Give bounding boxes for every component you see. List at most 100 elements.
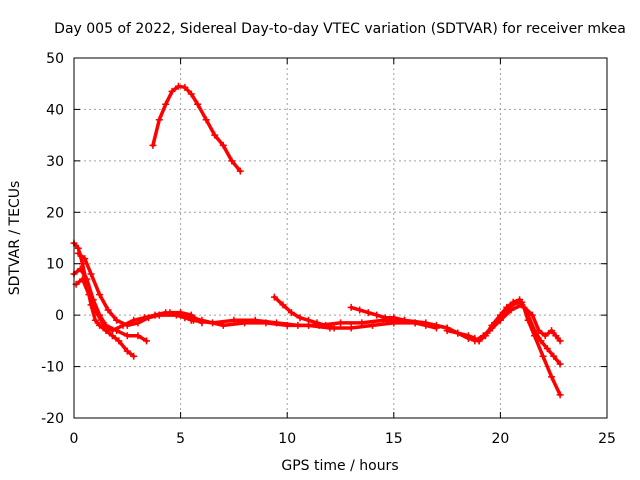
data-point: [390, 314, 398, 322]
data-point: [104, 306, 112, 314]
data-point: [305, 316, 313, 324]
data-point: [556, 391, 564, 399]
x-tick-label: 15: [385, 431, 403, 447]
series-line-arc-5: [151, 84, 243, 173]
data-point: [79, 260, 87, 268]
data-point: [422, 321, 430, 329]
data-point: [539, 352, 547, 360]
y-tick-label: -20: [41, 411, 64, 427]
data-point: [202, 116, 210, 124]
data-point: [228, 157, 236, 165]
data-point: [251, 316, 259, 324]
data-point: [294, 321, 302, 329]
data-point: [230, 316, 238, 324]
data-point: [134, 319, 142, 327]
data-point: [74, 249, 82, 257]
data-point: [541, 332, 549, 340]
data-point: [91, 306, 99, 314]
grid: [74, 58, 607, 418]
x-axis-label: GPS time / hours: [281, 458, 398, 474]
data-point: [486, 327, 494, 335]
data-point: [149, 141, 157, 149]
data-point: [364, 309, 372, 317]
data-point: [537, 337, 545, 345]
data-point: [211, 131, 219, 139]
data-point: [96, 291, 104, 299]
data-point: [296, 314, 304, 322]
data-point: [270, 293, 278, 301]
data-point: [162, 100, 170, 108]
data-point: [155, 311, 163, 319]
data-point: [142, 337, 150, 345]
data-point: [134, 332, 142, 340]
data-point: [479, 332, 487, 340]
data-point: [518, 301, 526, 309]
data-point: [548, 373, 556, 381]
x-tick-label: 5: [176, 431, 185, 447]
series-line-arc-9: [349, 305, 439, 330]
plot-frame: [73, 57, 608, 419]
data-point: [330, 324, 338, 332]
data-point: [543, 345, 551, 353]
data-point: [76, 265, 84, 273]
data-point: [356, 306, 364, 314]
data-point: [373, 311, 381, 319]
data-point: [236, 167, 244, 175]
data-point: [358, 319, 366, 327]
data-point: [443, 327, 451, 335]
data-point: [552, 332, 560, 340]
data-point: [79, 275, 87, 283]
data-point: [548, 327, 556, 335]
y-tick-label: 10: [46, 257, 64, 273]
y-axis-label: SDTVAR / TECUs: [7, 181, 23, 296]
data-point: [108, 327, 116, 335]
data-point: [174, 82, 182, 90]
data-point: [177, 311, 185, 319]
data-point: [464, 334, 472, 342]
data-point: [181, 83, 189, 91]
y-tick-label: 20: [46, 205, 64, 221]
data-point: [81, 255, 89, 263]
data-point: [123, 321, 131, 329]
data-point: [313, 319, 321, 327]
data-point: [287, 309, 295, 317]
data-point: [507, 306, 515, 314]
y-tick-label: 50: [46, 51, 64, 67]
y-axis-ticks: -20 -10 0 10 20 30 40 50: [41, 51, 607, 427]
y-tick-label: 0: [55, 308, 64, 324]
data-point: [550, 352, 558, 360]
x-tick-label: 10: [278, 431, 296, 447]
x-tick-label: 25: [598, 431, 616, 447]
data-point: [194, 100, 202, 108]
data-point: [100, 321, 108, 329]
data-point: [454, 329, 462, 337]
data-point: [535, 327, 543, 335]
data-point: [115, 337, 123, 345]
data-point: [411, 319, 419, 327]
data-point: [471, 337, 479, 345]
data-point: [347, 324, 355, 332]
y-tick-label: 40: [46, 102, 64, 118]
data-point: [87, 270, 95, 278]
data-point: [187, 316, 195, 324]
x-axis-ticks: 0 5 10 15 20 25: [70, 58, 616, 447]
data-point: [91, 316, 99, 324]
series-layer: [70, 82, 564, 399]
data-point: [123, 332, 131, 340]
data-point: [187, 90, 195, 98]
data-point: [279, 301, 287, 309]
data-point: [273, 319, 281, 327]
data-point: [528, 311, 536, 319]
data-point: [145, 314, 153, 322]
data-point: [432, 324, 440, 332]
data-point: [556, 337, 564, 345]
data-point: [337, 319, 344, 327]
y-tick-label: -10: [41, 360, 64, 376]
x-tick-label: 0: [70, 431, 79, 447]
chart-title: Day 005 of 2022, Sidereal Day-to-day VTE…: [54, 21, 626, 37]
data-point: [85, 291, 93, 299]
data-point: [209, 319, 217, 327]
data-point: [556, 360, 564, 368]
y-tick-label: 30: [46, 154, 64, 170]
